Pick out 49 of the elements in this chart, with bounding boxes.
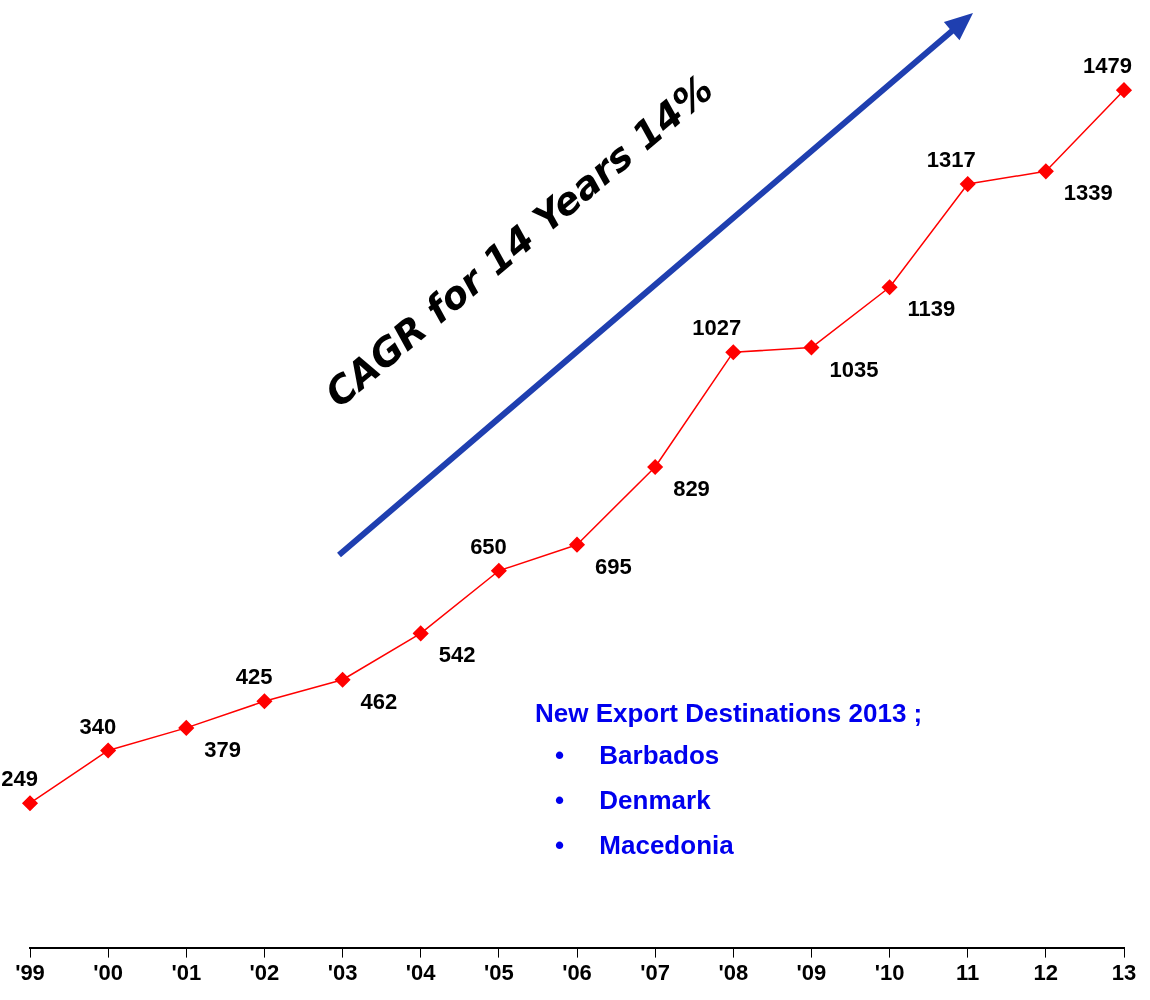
x-tick-label: 11 [956, 959, 980, 985]
point [1116, 82, 1132, 98]
annotation: • Denmark [555, 784, 712, 817]
data-label: 1139 [907, 296, 956, 322]
point [725, 344, 742, 360]
x-tick-label: 13 [1111, 959, 1137, 985]
point [22, 795, 38, 811]
x-tick-label: '04 [405, 959, 437, 985]
data-label: 1317 [926, 147, 976, 173]
point [1038, 163, 1054, 180]
point [334, 672, 351, 688]
point [100, 742, 116, 759]
x-tick-label: '10 [874, 959, 905, 985]
x-tick-label: '00 [93, 959, 123, 985]
text: • Macedonia [555, 829, 735, 862]
data-label: 1339 [1063, 180, 1113, 206]
data-label: 249 [1, 766, 38, 792]
data-label: 340 [79, 713, 117, 739]
point [803, 339, 820, 356]
data-label: 379 [204, 736, 241, 762]
data-label: 650 [470, 533, 507, 559]
point [569, 536, 585, 553]
data-label: 695 [595, 553, 632, 579]
data-label: 1027 [692, 315, 742, 341]
point [178, 720, 195, 736]
point [256, 693, 273, 709]
data-label: 542 [438, 642, 476, 668]
x-tick-label: '05 [484, 959, 514, 985]
x-tick-label: '01 [171, 959, 202, 985]
point [959, 176, 976, 192]
point [881, 279, 898, 296]
annotation: New Export Destinations 2013 ; [535, 698, 923, 729]
point [412, 625, 429, 642]
x-tick-label: '07 [640, 959, 670, 985]
x-tick-label: '09 [796, 959, 827, 985]
x-tick-label: '03 [327, 959, 358, 985]
data-label: 1035 [829, 356, 879, 382]
x-tick-label: '99 [15, 959, 45, 985]
point [647, 459, 663, 475]
data-label: 425 [235, 664, 273, 690]
x-tick-label: 12 [1033, 959, 1059, 985]
annotation: • Barbados [555, 739, 721, 772]
x-tick-label: '06 [562, 959, 592, 985]
data-label: 829 [673, 476, 710, 502]
point [491, 563, 507, 579]
data-label: 462 [360, 688, 398, 714]
data-label: 1479 [1083, 53, 1132, 79]
x-tick-label: '02 [249, 959, 280, 985]
x-tick-label: '08 [718, 959, 749, 985]
